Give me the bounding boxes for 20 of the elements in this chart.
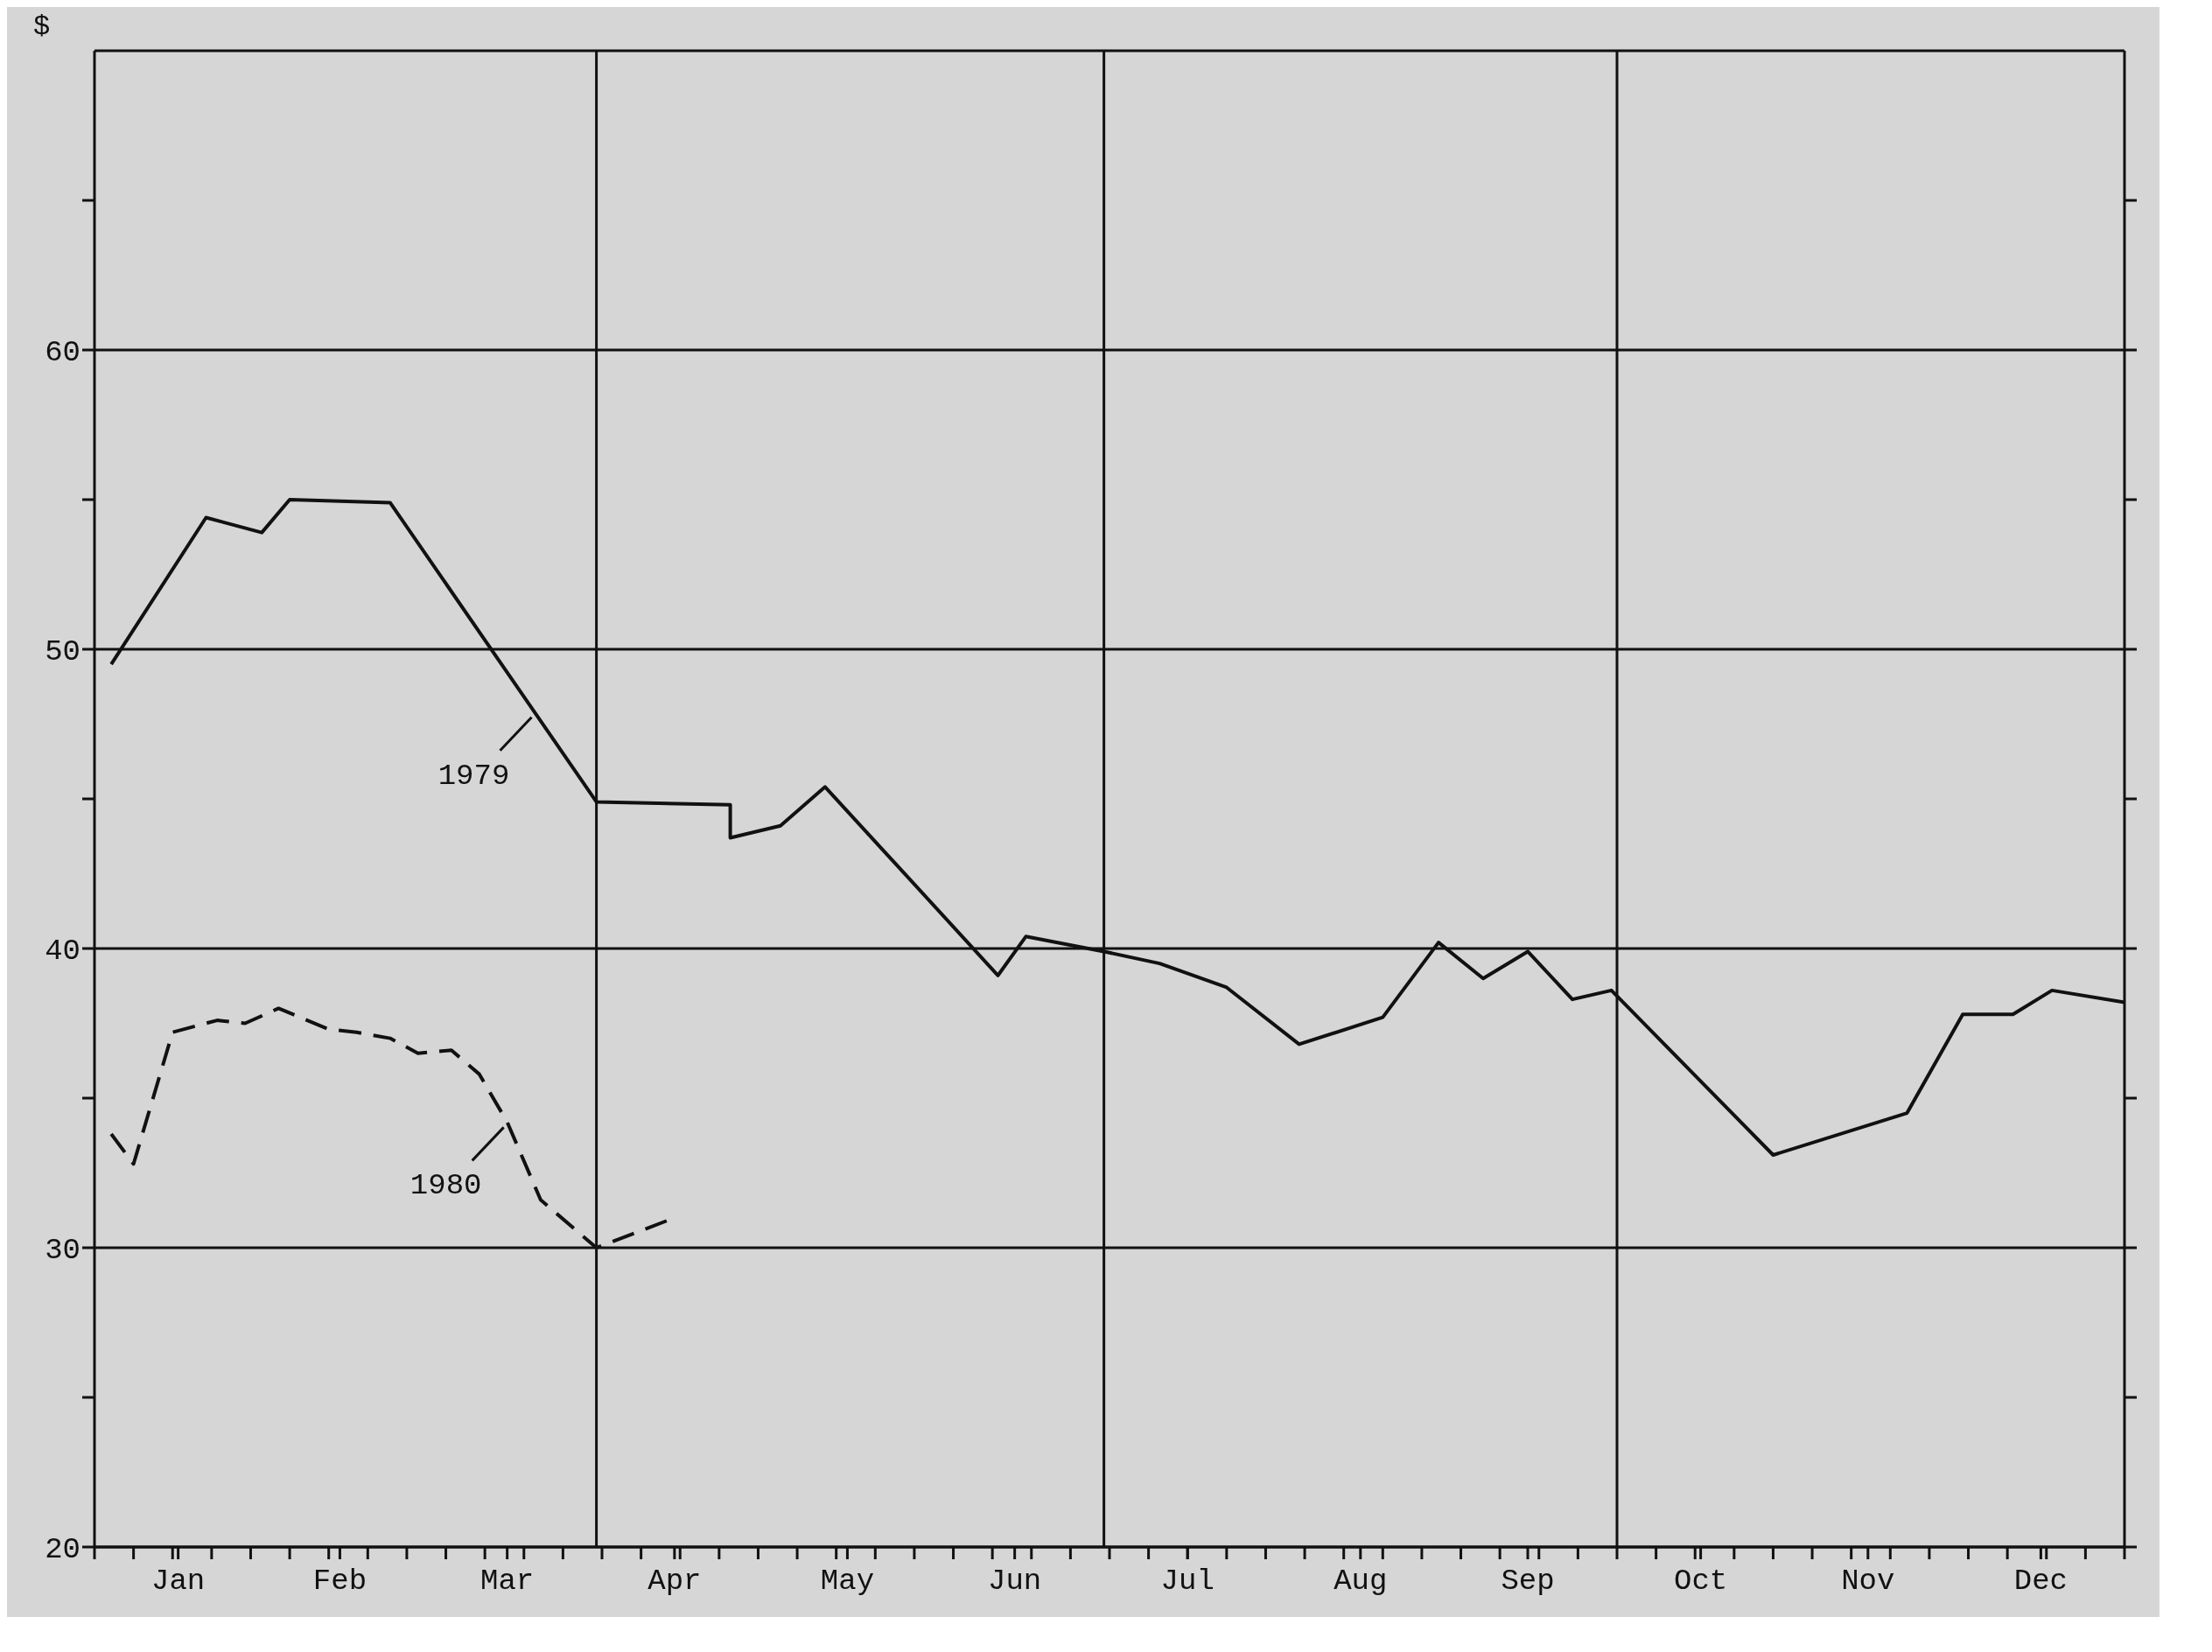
x-tick-label: Mar [480, 1564, 535, 1598]
y-tick-label: 50 [45, 635, 80, 669]
x-tick-label: Sep [1501, 1564, 1555, 1598]
y-tick-label: 40 [45, 934, 80, 969]
y-tick-label: 30 [45, 1234, 80, 1268]
x-tick-label: Nov [1841, 1564, 1895, 1598]
x-tick-label: Dec [2013, 1564, 2068, 1598]
x-tick-label: Jun [988, 1564, 1042, 1598]
x-tick-label: May [820, 1564, 875, 1598]
x-tick-label: Jul [1160, 1564, 1214, 1598]
x-tick-label: Aug [1334, 1564, 1388, 1598]
y-axis-title: $ [33, 10, 51, 43]
annotation: 1980 [410, 1169, 482, 1203]
y-tick-label: 60 [45, 336, 80, 370]
x-tick-label: Jan [151, 1564, 206, 1598]
annotation: 1979 [438, 759, 510, 793]
x-tick-label: Feb [312, 1564, 368, 1598]
x-tick-label: Apr [648, 1564, 702, 1598]
y-tick-label: 20 [45, 1533, 80, 1567]
x-tick-label: Oct [1673, 1564, 1728, 1598]
